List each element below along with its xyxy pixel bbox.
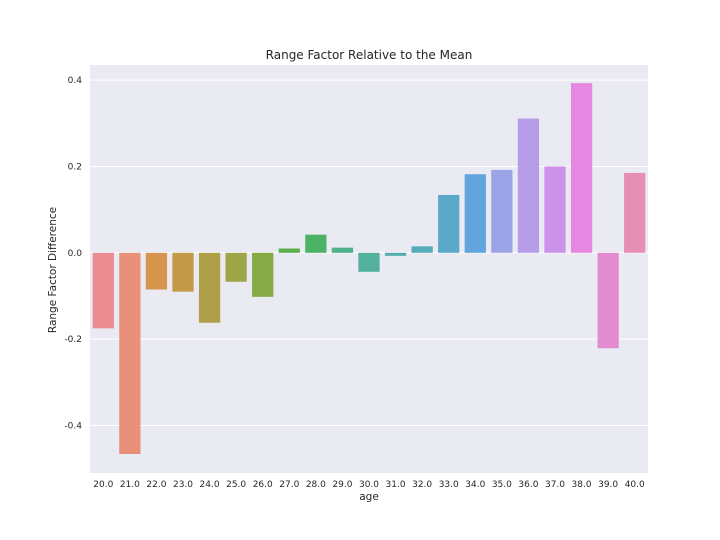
x-tick-label: 22.0 [146, 480, 166, 490]
x-tick-label: 37.0 [545, 480, 565, 490]
bar [570, 83, 593, 253]
bar [172, 252, 194, 292]
x-tick-label: 35.0 [492, 480, 512, 490]
x-tick-label: 27.0 [279, 480, 299, 490]
x-tick-label: 30.0 [359, 480, 379, 490]
bars [92, 83, 646, 455]
x-tick-label: 24.0 [200, 480, 220, 490]
bar [438, 194, 460, 253]
y-tick-label: -0.4 [64, 422, 82, 432]
x-tick-label: 36.0 [518, 480, 538, 490]
bar [491, 169, 513, 253]
x-tick-label: 20.0 [93, 480, 113, 490]
bar [624, 172, 646, 253]
x-tick-label: 23.0 [173, 480, 193, 490]
x-tick-label: 25.0 [226, 480, 246, 490]
x-tick-label: 33.0 [439, 480, 459, 490]
x-tick-label: 21.0 [120, 480, 140, 490]
bar [411, 246, 433, 253]
chart-title: Range Factor Relative to the Mean [266, 48, 473, 62]
x-tick-label: 38.0 [572, 480, 592, 490]
y-tick-label: -0.2 [64, 335, 82, 345]
x-tick-label: 40.0 [625, 480, 645, 490]
bar [384, 252, 407, 256]
y-tick-labels: -0.4 -0.2 0.0 0.2 0.4 [64, 76, 82, 431]
x-tick-label: 34.0 [465, 480, 485, 490]
x-tick-label: 29.0 [332, 480, 352, 490]
bar [305, 234, 327, 253]
y-tick-label: 0.2 [68, 162, 82, 172]
x-tick-label: 39.0 [598, 480, 618, 490]
bar [225, 252, 247, 282]
y-axis-label: Range Factor Difference [47, 207, 59, 333]
x-tick-label: 32.0 [412, 480, 432, 490]
bar [464, 174, 486, 253]
bar [278, 248, 300, 253]
bar [358, 252, 380, 272]
bar [92, 252, 114, 329]
bar [597, 252, 619, 349]
x-tick-labels: 20.0 21.0 22.0 23.0 24.0 25.0 26.0 27.0 28.0 29.0… [93, 480, 645, 490]
x-tick-label: 31.0 [386, 480, 406, 490]
bar [517, 118, 540, 253]
bar [145, 252, 168, 290]
bar [331, 247, 354, 253]
bar [252, 252, 274, 297]
x-tick-label: 28.0 [306, 480, 326, 490]
x-tick-label: 26.0 [253, 480, 273, 490]
bar [198, 252, 221, 323]
bar [544, 166, 566, 253]
x-axis-label: age [359, 491, 379, 503]
y-tick-label: 0.0 [68, 249, 83, 259]
y-tick-label: 0.4 [68, 76, 83, 86]
bar [119, 252, 141, 455]
